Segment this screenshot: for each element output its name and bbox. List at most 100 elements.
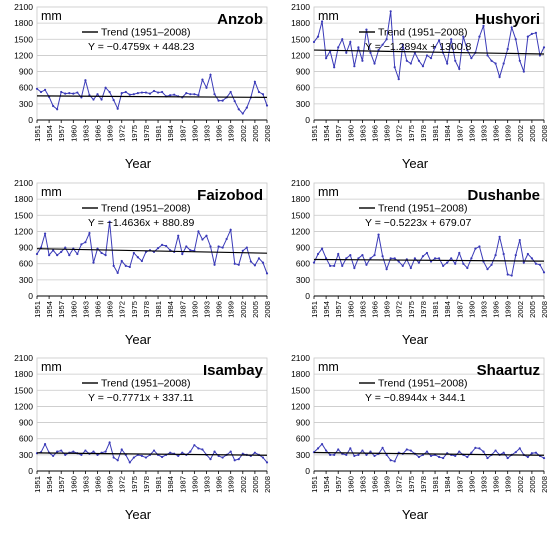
data-point	[48, 254, 51, 257]
y-tick-label: 0	[305, 291, 310, 301]
y-tick-label: 1800	[291, 194, 310, 204]
data-point	[100, 251, 103, 255]
data-point	[52, 249, 55, 252]
data-point	[429, 260, 433, 263]
data-point	[385, 267, 388, 271]
y-tick-label: 2100	[14, 178, 33, 188]
data-point	[405, 448, 408, 451]
x-tick-label: 1969	[106, 301, 115, 318]
data-point	[381, 43, 384, 46]
x-tick-label: 1990	[190, 301, 199, 318]
x-tick-label: 1993	[202, 476, 211, 493]
data-point	[490, 263, 493, 266]
x-tick-label: 1972	[395, 476, 404, 493]
data-point	[80, 243, 83, 246]
data-point	[333, 453, 336, 456]
y-tick-label: 900	[19, 243, 33, 253]
y-tick-label: 0	[28, 115, 33, 125]
data-point	[502, 451, 505, 454]
data-point	[474, 247, 477, 250]
data-point	[249, 260, 252, 263]
data-point	[253, 80, 256, 83]
data-point	[128, 461, 131, 464]
series-line	[36, 72, 268, 115]
data-point	[409, 449, 412, 452]
data-point	[538, 54, 542, 57]
data-point	[233, 459, 236, 462]
data-point	[466, 48, 469, 52]
data-point	[450, 257, 453, 260]
data-point	[64, 453, 67, 456]
data-point	[514, 451, 517, 454]
data-point	[257, 257, 261, 260]
y-tick-label: 1500	[14, 210, 33, 220]
data-point	[140, 454, 144, 458]
data-point	[442, 456, 445, 460]
data-point	[96, 453, 99, 456]
data-point	[316, 252, 320, 256]
data-point	[393, 66, 396, 69]
data-point	[213, 450, 216, 453]
data-point	[478, 447, 481, 450]
data-point	[389, 459, 392, 462]
data-point	[241, 249, 244, 252]
data-point	[177, 234, 180, 237]
data-point	[112, 264, 115, 267]
x-tick-label: 1981	[154, 476, 163, 493]
data-point	[265, 104, 269, 107]
data-point	[43, 88, 47, 91]
data-point	[96, 247, 99, 250]
y-tick-label: 0	[305, 466, 310, 476]
trend-equation: Y = −0.8944x + 344.1	[365, 392, 466, 404]
x-tick-label: 1957	[57, 301, 66, 318]
data-point	[325, 57, 328, 60]
data-point	[417, 261, 421, 264]
data-point	[120, 91, 123, 95]
data-point	[490, 59, 493, 62]
x-tick-label: 1981	[431, 125, 440, 142]
x-tick-label: 2008	[540, 125, 549, 142]
data-point	[72, 450, 75, 453]
data-point	[373, 254, 376, 257]
data-point	[365, 28, 368, 31]
y-tick-label: 2100	[14, 2, 33, 12]
x-tick-label: 1999	[504, 476, 513, 493]
y-tick-label: 1800	[14, 18, 33, 28]
data-point	[116, 271, 119, 274]
data-point	[325, 449, 328, 452]
data-point	[229, 90, 232, 94]
data-point	[233, 262, 236, 265]
legend-trend-label: Trend (1951–2008)	[101, 378, 191, 390]
data-point	[104, 86, 107, 89]
x-tick-label: 1963	[81, 125, 90, 142]
data-point	[385, 38, 388, 41]
y-tick-label: 600	[19, 83, 33, 93]
x-tick-label: 1990	[467, 476, 476, 493]
data-point	[361, 59, 364, 62]
data-point	[454, 454, 457, 458]
data-point	[526, 455, 529, 459]
y-tick-label: 1200	[14, 50, 33, 60]
x-tick-label: 2002	[239, 476, 248, 493]
data-point	[35, 252, 39, 256]
data-point	[253, 451, 256, 454]
data-point	[437, 257, 441, 260]
data-point	[160, 90, 164, 94]
data-point	[120, 259, 123, 263]
data-point	[225, 237, 228, 241]
x-tick-label: 1963	[81, 476, 90, 493]
data-point	[132, 251, 135, 255]
data-point	[56, 108, 59, 111]
x-tick-label: 1966	[371, 476, 380, 493]
data-point	[429, 454, 433, 458]
data-point	[205, 234, 208, 237]
data-point	[320, 247, 324, 250]
x-tick-label: 1978	[142, 301, 151, 318]
data-point	[514, 38, 517, 41]
data-point	[148, 92, 152, 95]
x-tick-label: 1966	[371, 301, 380, 318]
trend-line	[36, 248, 268, 254]
y-tick-label: 1500	[291, 210, 310, 220]
x-tick-label: 1963	[358, 476, 367, 493]
